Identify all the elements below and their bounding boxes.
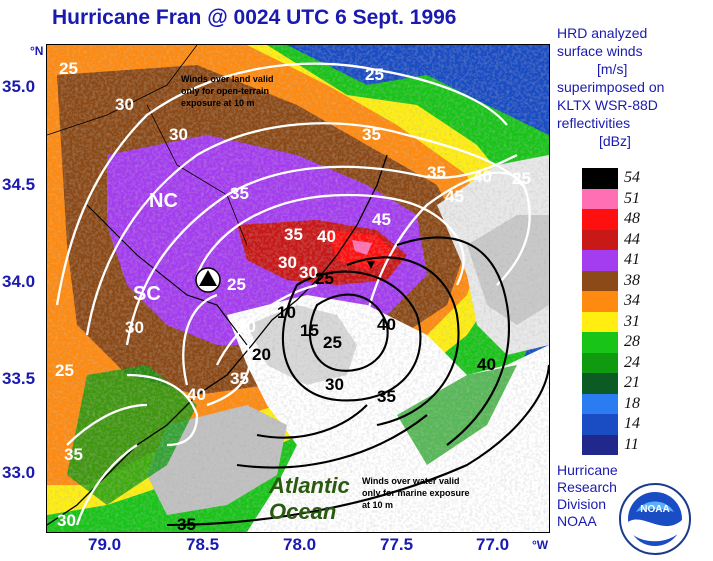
legend-swatch-label: 21 xyxy=(624,374,640,391)
lon-tick: 78.5 xyxy=(186,535,220,554)
legend-swatch xyxy=(582,168,618,189)
state-label-sc: SC xyxy=(133,283,161,305)
storm-center-marker xyxy=(195,267,221,293)
water-wind-note: Winds over water valid only for marine e… xyxy=(362,476,470,510)
legend-swatch-label: 44 xyxy=(624,230,640,248)
legend-swatch-label: 11 xyxy=(624,435,639,453)
lon-tick: 77.0 xyxy=(476,535,510,554)
radar-map: 25 25 30 30 35 35 40 45 45 40 35 30 25 2… xyxy=(46,44,550,533)
legend-swatch-label: 41 xyxy=(624,251,640,268)
legend-swatch-label: 38 xyxy=(624,271,640,289)
coastline xyxy=(47,154,388,526)
land-wind-note: Winds over land valid only for open-terr… xyxy=(181,74,274,108)
legend-swatch-label: 14 xyxy=(624,415,640,432)
latitude-unit: °N xyxy=(30,44,44,58)
legend-swatch-label: 28 xyxy=(624,333,640,350)
legend-swatch xyxy=(582,188,618,209)
legend-swatch xyxy=(582,352,618,373)
svg-text:NOAA: NOAA xyxy=(640,504,669,515)
legend-swatch xyxy=(582,209,618,230)
lat-tick: 33.0 xyxy=(2,463,36,482)
lat-tick: 35.0 xyxy=(2,77,36,96)
noaa-logo: NOAA xyxy=(618,482,692,556)
lat-tick: 34.5 xyxy=(2,175,36,194)
longitude-unit: °W xyxy=(532,538,549,552)
legend-swatch xyxy=(582,373,618,394)
legend-swatch-label: 34 xyxy=(624,292,640,309)
legend-swatch xyxy=(582,434,618,455)
legend-swatch-label: 48 xyxy=(624,210,640,227)
county-line xyxy=(146,104,248,246)
legend-swatch-label: 24 xyxy=(624,353,640,371)
lat-tick: 34.0 xyxy=(2,272,36,291)
lon-tick: 77.5 xyxy=(380,535,414,554)
county-line xyxy=(47,45,198,136)
lon-tick: 78.0 xyxy=(283,535,317,554)
lon-tick: 79.0 xyxy=(88,535,122,554)
legend-swatch xyxy=(582,414,618,435)
legend-swatch xyxy=(582,291,618,312)
radar-site-marker xyxy=(367,261,375,269)
legend-swatch-label: 18 xyxy=(624,394,640,412)
legend-swatch xyxy=(582,229,618,250)
legend-swatch xyxy=(582,393,618,414)
legend-swatch xyxy=(582,250,618,271)
legend-swatch xyxy=(582,332,618,353)
legend-swatch xyxy=(582,311,618,332)
white-wind-contours xyxy=(55,62,531,526)
legend-swatch-label: 31 xyxy=(624,312,640,330)
ocean-label: Atlantic Ocean xyxy=(269,473,350,524)
black-wind-contours xyxy=(166,236,549,527)
state-label-nc: NC xyxy=(149,190,178,212)
legend-title: HRD analyzed surface winds [m/s] superim… xyxy=(557,25,665,149)
map-title: Hurricane Fran @ 0024 UTC 6 Sept. 1996 xyxy=(52,6,457,29)
lat-tick: 33.5 xyxy=(2,369,36,388)
credit-block: Hurricane Research Division NOAA xyxy=(557,462,618,529)
legend-swatch-label: 51 xyxy=(624,189,640,207)
legend-swatch xyxy=(582,270,618,291)
legend-swatch-label: 54 xyxy=(624,169,640,186)
